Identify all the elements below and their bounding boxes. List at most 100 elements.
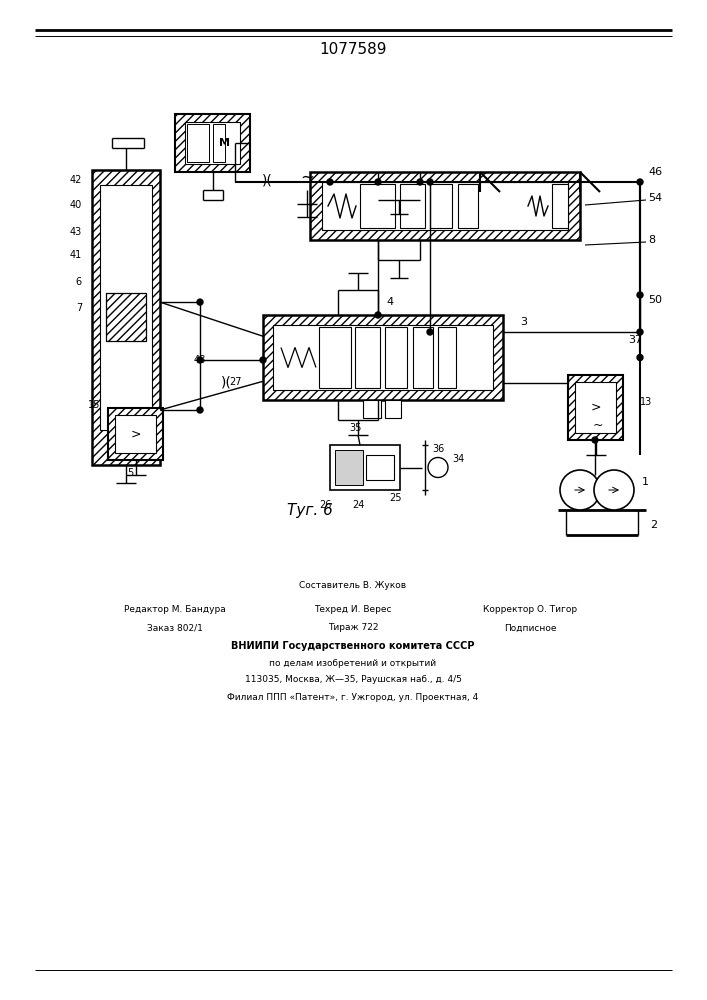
Bar bbox=[568, 375, 623, 440]
Circle shape bbox=[375, 179, 381, 185]
Text: 41: 41 bbox=[70, 250, 82, 260]
Text: Корректор О. Тигор: Корректор О. Тигор bbox=[483, 605, 577, 614]
Text: 25: 25 bbox=[389, 493, 402, 503]
Bar bbox=[363, 400, 381, 418]
Circle shape bbox=[637, 355, 643, 360]
Bar bbox=[273, 325, 493, 390]
Bar bbox=[385, 327, 407, 388]
Text: по делам изобретений и открытий: по делам изобретений и открытий bbox=[269, 658, 436, 668]
Text: 3: 3 bbox=[520, 317, 527, 327]
Text: 42: 42 bbox=[69, 175, 82, 185]
Text: Заказ 802/1: Заказ 802/1 bbox=[147, 624, 203, 633]
Bar bbox=[106, 293, 146, 341]
Text: 5: 5 bbox=[127, 468, 133, 478]
Circle shape bbox=[197, 299, 203, 305]
Circle shape bbox=[375, 312, 381, 318]
Bar bbox=[108, 408, 163, 460]
Text: 43: 43 bbox=[70, 227, 82, 237]
Text: 26: 26 bbox=[319, 500, 331, 510]
Text: 54: 54 bbox=[648, 193, 662, 203]
Text: ВНИИПИ Государственного комитета СССР: ВНИИПИ Государственного комитета СССР bbox=[231, 641, 474, 651]
Text: 46: 46 bbox=[648, 167, 662, 177]
Text: 24: 24 bbox=[352, 500, 364, 510]
Bar bbox=[552, 184, 568, 228]
Text: ~: ~ bbox=[300, 169, 314, 187]
Text: 36: 36 bbox=[432, 444, 444, 454]
Bar bbox=[366, 455, 394, 480]
Circle shape bbox=[417, 179, 423, 185]
Text: 7: 7 bbox=[76, 303, 82, 313]
Bar bbox=[310, 172, 580, 240]
Bar bbox=[108, 408, 163, 460]
Circle shape bbox=[427, 329, 433, 335]
Text: Техред И. Верес: Техред И. Верес bbox=[314, 605, 392, 614]
Bar bbox=[322, 182, 568, 230]
Circle shape bbox=[260, 357, 266, 363]
Bar bbox=[330, 445, 400, 490]
Bar bbox=[100, 185, 152, 430]
Bar bbox=[263, 315, 503, 400]
Text: Τуг. 6: Τуг. 6 bbox=[287, 502, 333, 518]
Bar bbox=[185, 122, 240, 164]
Circle shape bbox=[637, 179, 643, 185]
Text: 8: 8 bbox=[648, 235, 655, 245]
Text: 37: 37 bbox=[628, 335, 642, 345]
Circle shape bbox=[428, 458, 448, 478]
Bar bbox=[400, 184, 425, 228]
Text: Подписное: Подписное bbox=[504, 624, 556, 633]
Text: 27: 27 bbox=[229, 377, 241, 387]
Circle shape bbox=[327, 179, 333, 185]
Text: 6: 6 bbox=[76, 277, 82, 287]
Text: 1: 1 bbox=[642, 477, 649, 487]
Bar bbox=[360, 184, 395, 228]
Bar bbox=[115, 415, 156, 453]
Circle shape bbox=[560, 470, 600, 510]
Bar bbox=[92, 170, 160, 465]
Bar bbox=[92, 170, 160, 465]
Bar bbox=[355, 327, 380, 388]
Text: 34: 34 bbox=[452, 454, 464, 464]
Text: 35: 35 bbox=[349, 423, 361, 433]
Bar bbox=[263, 315, 503, 400]
Text: 4: 4 bbox=[387, 297, 394, 307]
Bar bbox=[310, 172, 580, 240]
Text: ~: ~ bbox=[592, 419, 603, 432]
Text: 15: 15 bbox=[88, 400, 100, 410]
Bar bbox=[106, 293, 146, 341]
Bar bbox=[568, 375, 623, 440]
Circle shape bbox=[637, 292, 643, 298]
Bar bbox=[213, 124, 225, 162]
Circle shape bbox=[637, 329, 643, 335]
Text: Тираж 722: Тираж 722 bbox=[328, 624, 378, 633]
Bar bbox=[319, 327, 351, 388]
Bar bbox=[175, 114, 250, 172]
Text: Редактор М. Бандура: Редактор М. Бандура bbox=[124, 605, 226, 614]
Bar bbox=[430, 184, 452, 228]
Text: )(: )( bbox=[262, 173, 272, 187]
Text: Составитель В. Жуков: Составитель В. Жуков bbox=[300, 580, 407, 589]
Text: )(: )( bbox=[221, 375, 231, 389]
Circle shape bbox=[197, 407, 203, 413]
Text: >: > bbox=[130, 428, 141, 440]
Circle shape bbox=[594, 470, 634, 510]
Bar bbox=[575, 382, 616, 433]
Bar bbox=[458, 184, 478, 228]
Bar bbox=[175, 114, 250, 172]
Bar bbox=[335, 450, 363, 485]
Text: Филиал ППП «Патент», г. Ужгород, ул. Проектная, 4: Филиал ППП «Патент», г. Ужгород, ул. Про… bbox=[228, 692, 479, 702]
Text: >: > bbox=[590, 401, 601, 414]
Bar bbox=[385, 400, 401, 418]
Circle shape bbox=[592, 437, 598, 443]
Bar bbox=[187, 124, 209, 162]
Bar bbox=[438, 327, 456, 388]
Text: 40: 40 bbox=[70, 200, 82, 210]
Text: 48: 48 bbox=[194, 355, 206, 365]
Circle shape bbox=[197, 357, 203, 363]
Text: M: M bbox=[219, 138, 230, 148]
Text: 113035, Москва, Ж—35, Раушская наб., д. 4/5: 113035, Москва, Ж—35, Раушская наб., д. … bbox=[245, 676, 462, 684]
Text: 50: 50 bbox=[648, 295, 662, 305]
Text: 2: 2 bbox=[650, 520, 657, 530]
Text: 13: 13 bbox=[640, 397, 653, 407]
Circle shape bbox=[427, 179, 433, 185]
Text: 1077589: 1077589 bbox=[320, 42, 387, 57]
